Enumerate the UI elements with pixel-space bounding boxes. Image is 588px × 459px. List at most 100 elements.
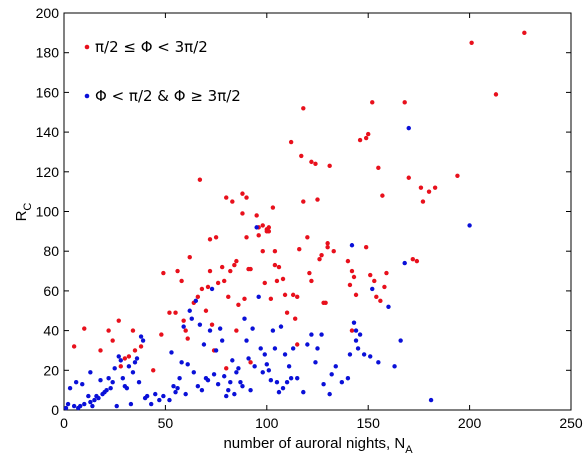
- data-point-series-2: [288, 376, 294, 381]
- data-point-series-2: [329, 372, 334, 377]
- data-point-series-1: [410, 256, 416, 262]
- data-point-series-1: [207, 237, 213, 242]
- y-axis-title-subscript: C: [22, 203, 34, 211]
- data-point-series-1: [175, 268, 180, 274]
- data-point-series-2: [246, 356, 251, 361]
- data-point-series-2: [276, 389, 282, 395]
- data-point-series-1: [301, 106, 306, 111]
- data-point-series-2: [355, 346, 361, 351]
- data-point-series-1: [374, 294, 379, 300]
- data-point-series-2: [138, 334, 144, 339]
- y-tick-label: 140: [36, 124, 60, 140]
- data-point-series-1: [363, 135, 369, 141]
- data-point-series-2: [193, 298, 199, 304]
- data-point-series-1: [130, 328, 136, 333]
- data-point-series-1: [284, 310, 290, 315]
- data-point-series-2: [386, 304, 391, 309]
- data-point-series-2: [183, 391, 188, 397]
- data-point-series-2: [351, 320, 357, 325]
- data-point-series-1: [414, 258, 420, 264]
- data-point-series-1: [406, 175, 411, 180]
- data-point-series-1: [161, 270, 166, 276]
- data-point-series-1: [213, 235, 219, 240]
- axes: 0 50 100 150 200 250 0 20 40 60 80 100 120 140 160 180 2…: [36, 5, 583, 431]
- data-point-series-1: [199, 286, 205, 292]
- y-tick-label: 180: [36, 45, 60, 61]
- data-point-series-1: [122, 356, 128, 361]
- data-point-series-1: [110, 338, 115, 343]
- data-point-series-2: [128, 401, 134, 407]
- data-point-series-1: [493, 92, 499, 97]
- data-point-series-1: [234, 258, 239, 264]
- data-point-series-1: [248, 266, 253, 272]
- data-point-series-1: [331, 249, 336, 254]
- data-point-series-2: [242, 316, 247, 321]
- data-point-series-2: [112, 366, 117, 371]
- data-point-series-2: [349, 243, 355, 248]
- data-point-series-2: [106, 376, 111, 381]
- data-point-series-1: [522, 30, 527, 36]
- data-point-series-2: [189, 316, 194, 321]
- data-point-series-2: [240, 383, 245, 389]
- x-axis-title-main: number of auroral nights, N: [223, 435, 405, 452]
- data-point-series-2: [266, 368, 272, 373]
- legend-label-series-2: Φ < π/2 & Φ ≥ 3π/2: [95, 87, 241, 105]
- data-point-series-1: [455, 173, 460, 178]
- data-point-series-2: [195, 383, 201, 389]
- data-point-series-2: [88, 370, 93, 375]
- data-point-series-2: [73, 380, 79, 385]
- data-point-series-1: [179, 278, 184, 284]
- data-point-series-2: [177, 376, 182, 381]
- data-point-series-1: [272, 249, 278, 254]
- legend-label-series-1: π/2 ≤ Φ < 3π/2: [95, 38, 208, 56]
- x-tick-label: 250: [559, 415, 583, 431]
- data-point-series-1: [138, 344, 144, 349]
- data-point-series-2: [284, 380, 290, 385]
- data-point-series-1: [236, 302, 241, 307]
- data-point-series-1: [384, 270, 389, 276]
- data-point-series-2: [134, 356, 140, 361]
- data-point-series-2: [114, 403, 119, 409]
- data-point-series-1: [432, 185, 438, 190]
- data-point-series-2: [224, 393, 229, 399]
- data-point-series-2: [252, 364, 257, 369]
- data-point-series-1: [402, 100, 407, 105]
- y-tick-label: 80: [43, 243, 59, 259]
- data-point-series-2: [254, 225, 259, 230]
- data-point-series-1: [418, 185, 424, 190]
- data-point-series-2: [274, 380, 280, 385]
- data-point-series-2: [428, 397, 434, 403]
- data-point-series-1: [426, 189, 432, 194]
- data-point-series-2: [181, 324, 186, 329]
- data-point-series-2: [90, 403, 95, 409]
- data-point-series-1: [232, 262, 237, 268]
- data-point-series-1: [280, 276, 286, 282]
- data-point-series-1: [207, 268, 213, 274]
- data-point-series-1: [230, 199, 235, 204]
- data-point-series-2: [236, 366, 241, 371]
- data-point-series-2: [82, 401, 87, 407]
- y-tick-label: 60: [43, 283, 59, 299]
- legend-marker-series-2: [84, 93, 90, 99]
- data-point-series-1: [319, 252, 324, 258]
- data-point-series-1: [197, 177, 203, 182]
- data-point-series-1: [132, 348, 138, 353]
- data-point-series-2: [217, 326, 223, 331]
- data-point-series-2: [126, 364, 132, 369]
- data-point-series-1: [349, 328, 355, 333]
- data-point-series-2: [71, 403, 77, 409]
- data-point-series-2: [219, 338, 225, 343]
- data-point-series-2: [78, 403, 83, 409]
- data-point-series-1: [228, 268, 233, 274]
- data-point-series-2: [467, 223, 472, 228]
- data-point-series-2: [309, 332, 314, 337]
- data-point-series-1: [183, 328, 188, 333]
- data-point-series-2: [118, 358, 123, 363]
- data-point-series-2: [140, 338, 146, 343]
- data-point-series-2: [301, 389, 306, 395]
- data-point-series-2: [187, 308, 192, 313]
- data-point-series-1: [106, 328, 111, 333]
- data-point-series-1: [226, 294, 231, 300]
- data-point-series-1: [256, 233, 261, 238]
